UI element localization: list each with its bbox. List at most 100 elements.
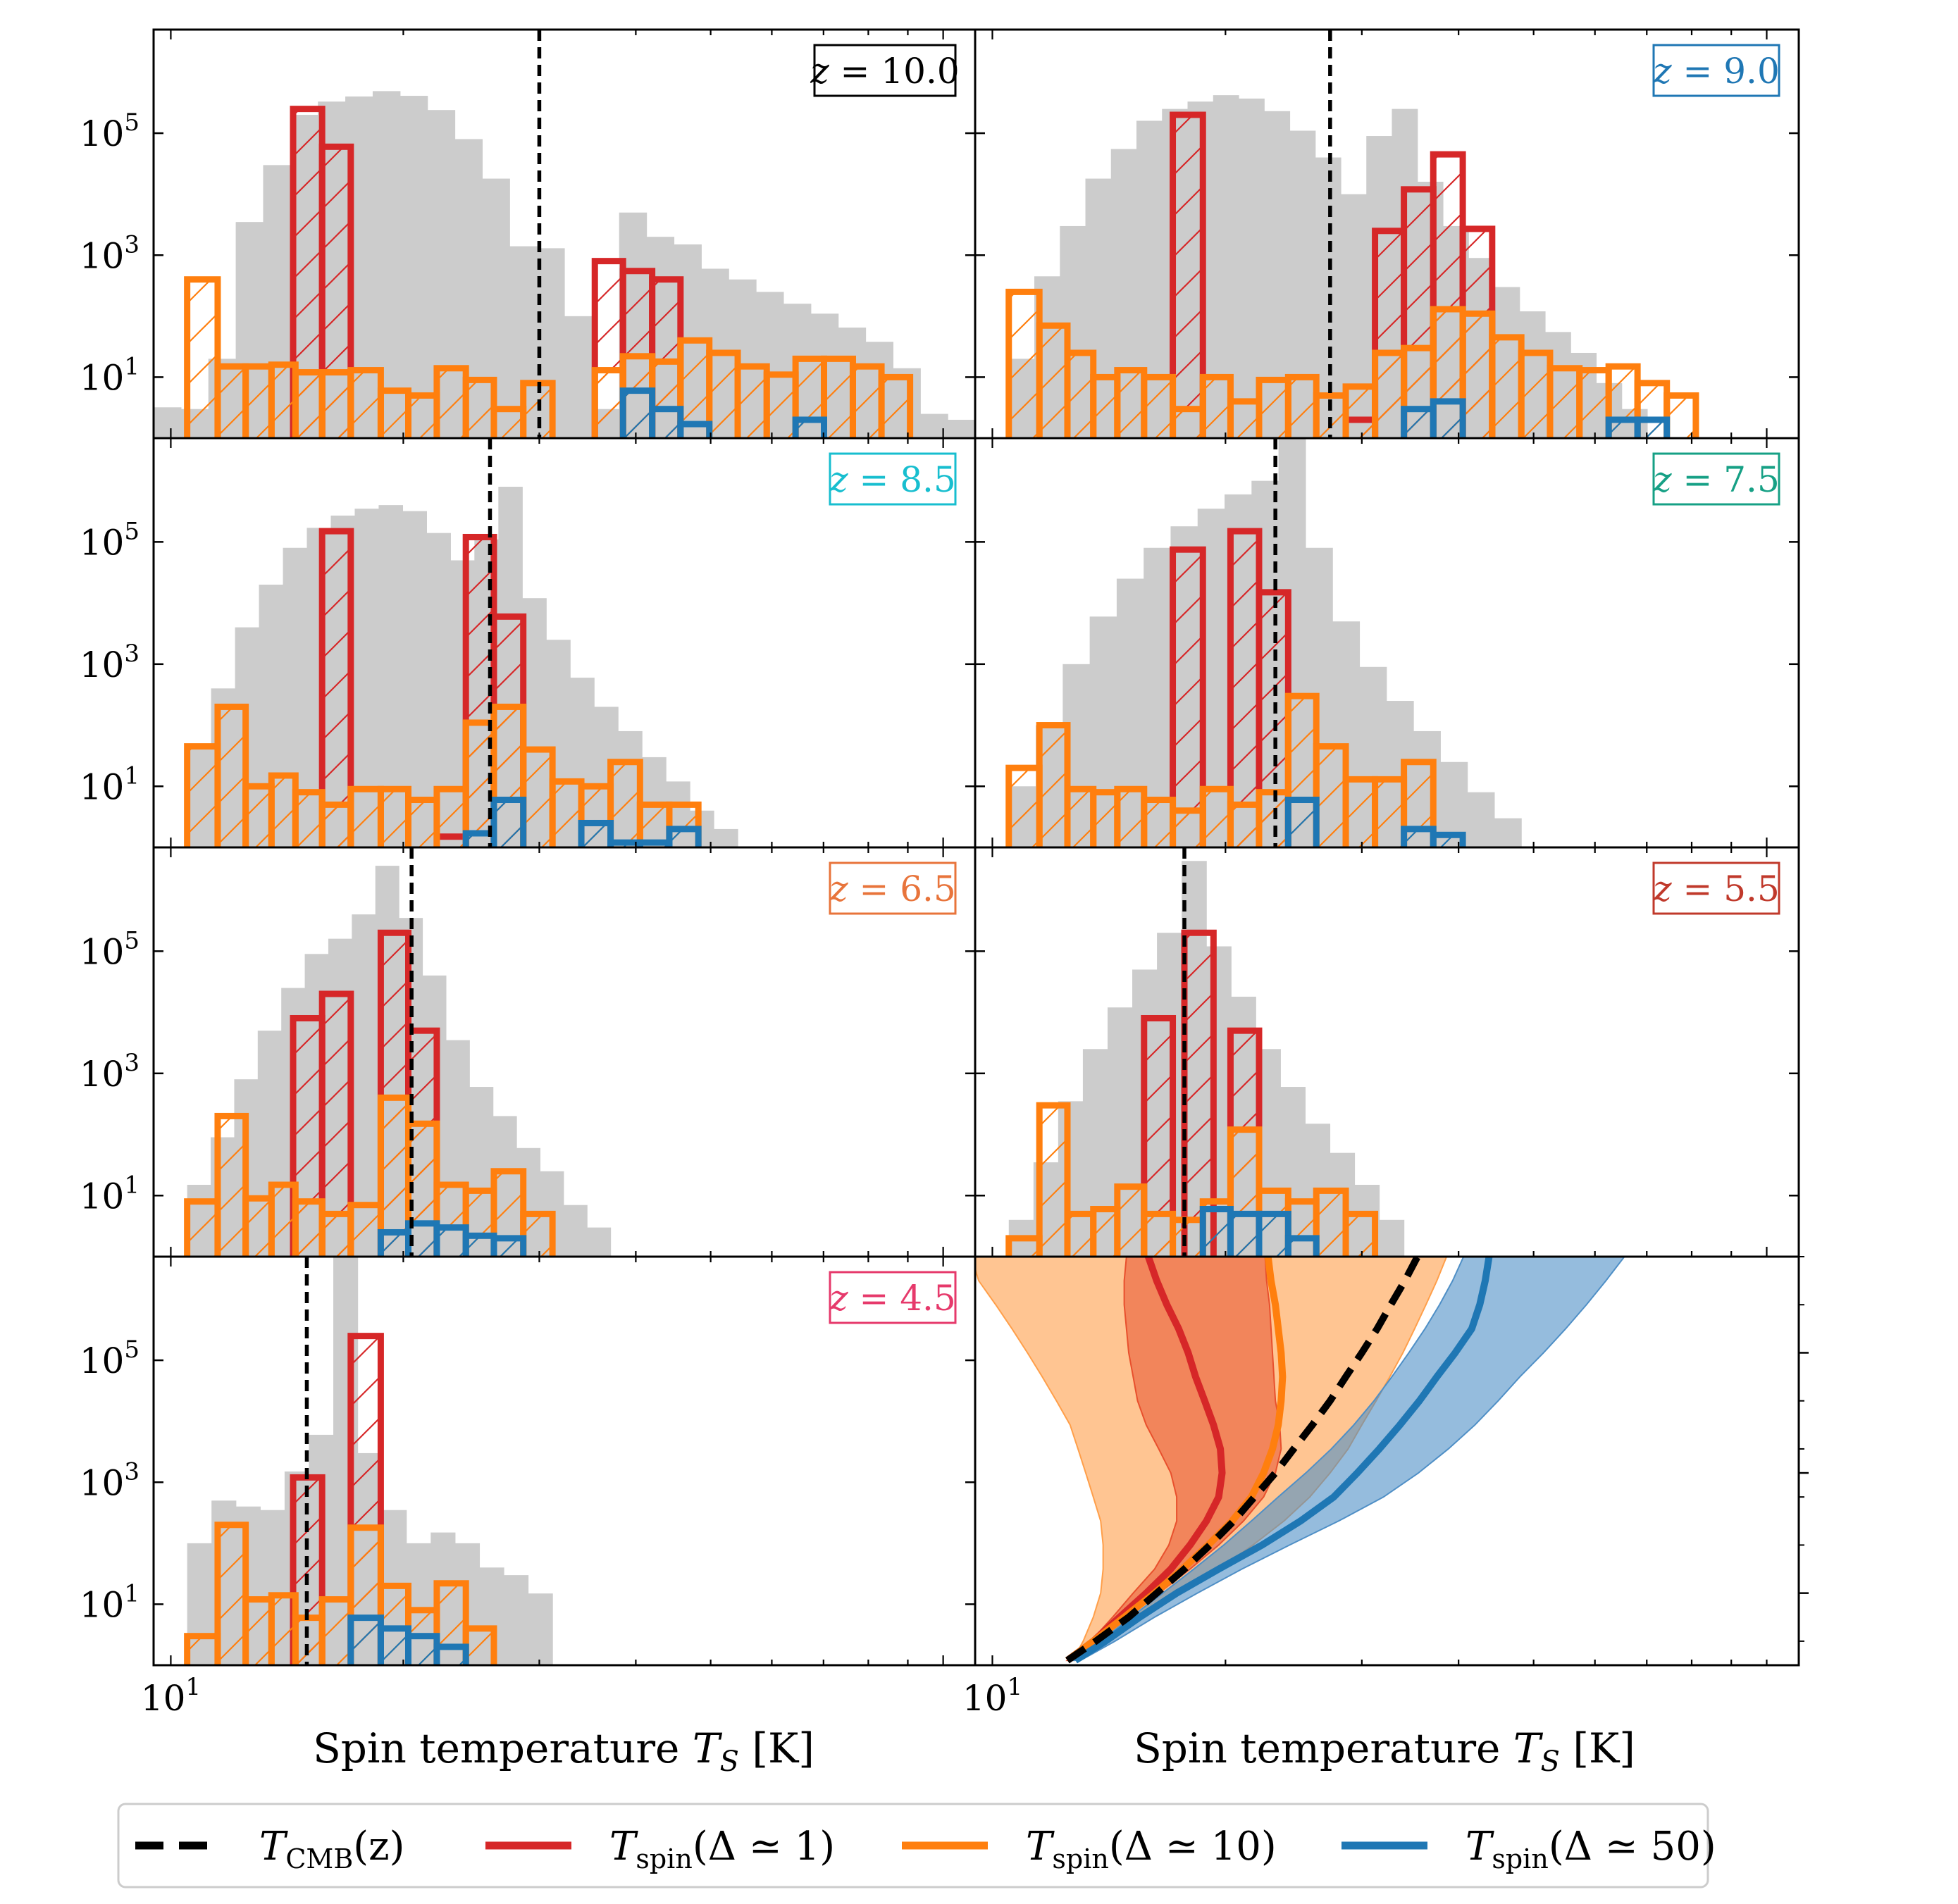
legend-label: Tspin(Δ ≃ 50)	[1466, 1824, 1716, 1874]
y-tick-label: 105	[80, 517, 140, 563]
delta-10-bar	[318, 801, 354, 847]
background-bar	[154, 407, 182, 438]
legend-item-delta_10: Tspin(Δ ≃ 10)	[902, 1824, 1277, 1874]
delta-10-bar	[734, 363, 770, 438]
delta-50-bar	[1227, 1210, 1263, 1257]
delta-1-bar	[318, 528, 354, 847]
legend-label: Tspin(Δ ≃ 1)	[609, 1824, 835, 1874]
delta-10-bar	[268, 1592, 299, 1665]
delta-10-bar	[268, 772, 299, 847]
delta-10-bar	[1141, 373, 1177, 438]
delta-10-bar	[1342, 776, 1379, 847]
delta-10-bar	[1227, 801, 1263, 847]
t-cmb-curve	[1065, 1257, 1421, 1664]
delta-10-bar	[1064, 349, 1097, 438]
delta-50-series	[1401, 398, 1671, 438]
delta-10-bar	[1313, 1187, 1349, 1257]
delta-50-bar	[1199, 1206, 1234, 1257]
y-tick-label: 105	[80, 926, 140, 972]
delta-10-bar	[1064, 785, 1097, 847]
delta-10-bar	[214, 1522, 249, 1665]
delta-50-bar	[636, 839, 673, 847]
delta-10-bar	[268, 1181, 299, 1257]
background-bar	[587, 1227, 612, 1257]
delta-10-bar	[1547, 365, 1583, 438]
z-label-box	[829, 861, 957, 915]
delta-10-bar	[292, 789, 326, 847]
delta-10-bar	[1141, 797, 1177, 847]
background-bar	[352, 914, 376, 1257]
delta-50-bar	[1605, 416, 1641, 438]
delta-50-bar	[377, 1228, 411, 1257]
z-label-box	[813, 44, 957, 97]
delta-50-bar	[1256, 1210, 1291, 1257]
delta-1-bar	[1170, 111, 1206, 438]
delta-10-bar	[1005, 288, 1043, 438]
delta-10-bar	[404, 392, 440, 438]
delta-10-bar	[1036, 722, 1071, 847]
delta-10-bar	[1342, 383, 1379, 438]
delta-50-bar	[462, 1232, 497, 1257]
delta-10-bar	[1036, 1102, 1071, 1257]
delta-10-bar	[347, 1202, 384, 1257]
legend-item-delta_1: Tspin(Δ ≃ 1)	[485, 1824, 835, 1874]
y-tick-label: 105	[80, 108, 140, 154]
delta-10-bar	[268, 361, 299, 438]
delta-10-bar	[347, 367, 384, 438]
delta-10-bar	[1090, 789, 1121, 847]
histogram-panel-4.5: 101 103 105 z = 4.5	[80, 1255, 977, 1667]
histogram-panel-6.5: 101 103 105 z = 6.5	[80, 846, 977, 1258]
delta-50-series	[377, 1220, 527, 1257]
z-label-box	[829, 452, 957, 506]
y-tick-label: 103	[80, 640, 140, 685]
delta-50-series	[462, 797, 702, 847]
delta-10-bar	[1199, 373, 1234, 438]
histogram-panel-5.5: z = 5.5	[974, 846, 1800, 1258]
delta-10-series	[184, 1094, 556, 1257]
histogram-panel-9.0: z = 9.0	[974, 28, 1800, 440]
delta-50-bar	[578, 819, 614, 847]
delta-10-bar	[214, 1112, 249, 1257]
delta-10-bar	[1170, 1217, 1206, 1257]
x-tick-label: 101	[141, 1673, 201, 1719]
y-tick-label: 101	[80, 1579, 140, 1625]
delta-10-bar	[1518, 349, 1554, 438]
delta-1-series	[1170, 528, 1291, 847]
y-tick-label: 101	[80, 352, 140, 398]
z-label: z = 9.0	[1652, 51, 1780, 92]
evolution-panel	[974, 1255, 1809, 1667]
delta-50-bar	[1284, 1235, 1320, 1257]
histogram-panel-10.0: 101 103 105 z = 10.0	[80, 28, 977, 440]
delta-50-series	[1284, 797, 1466, 847]
histogram-panel-7.5: z = 7.5	[974, 437, 1800, 849]
y-tick-label: 103	[80, 230, 140, 276]
z-label-box	[1652, 452, 1780, 506]
delta-10-bar	[318, 369, 354, 438]
delta-10-bar	[1372, 776, 1408, 847]
z-label-box	[1652, 861, 1780, 915]
background-bar	[399, 96, 428, 438]
delta-10-bar	[1576, 367, 1612, 438]
delta-50-bar	[1430, 831, 1466, 847]
delta-10-bar	[242, 363, 275, 438]
delta-10-bar	[433, 365, 469, 438]
delta-1-band	[1065, 1257, 1282, 1662]
delta-10-bar	[1090, 373, 1121, 438]
delta-10-bar	[184, 276, 221, 438]
legend-item-delta_50: Tspin(Δ ≃ 50)	[1342, 1824, 1716, 1874]
background-bar	[1494, 818, 1522, 847]
delta-10-bar	[591, 367, 626, 438]
background-bar	[948, 419, 975, 438]
panels-layer: 101 103 105 z = 10.0 z = 9.0 101 103 105 z = 8.5…	[80, 28, 1809, 1719]
delta-50-bar	[347, 1614, 384, 1665]
y-tick-label: 101	[80, 761, 140, 807]
z-label-box	[1652, 44, 1780, 97]
delta-1-median-line	[1065, 1257, 1226, 1664]
delta-50-band	[1070, 1257, 1625, 1662]
z-label: z = 4.5	[829, 1278, 956, 1319]
delta-10-bar	[849, 363, 885, 438]
delta-10-bar	[549, 778, 585, 847]
delta-10-bar	[1064, 1210, 1097, 1257]
delta-10-bar	[1090, 1206, 1121, 1257]
delta-10-series	[184, 276, 914, 438]
